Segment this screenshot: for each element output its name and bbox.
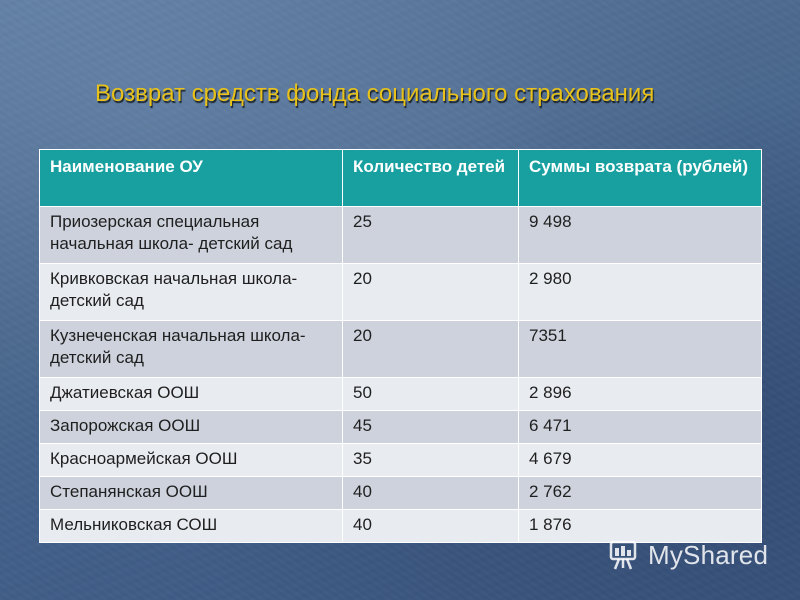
table-row: Степанянская ООШ 40 2 762 (39, 476, 762, 510)
cell-children-count: 45 (342, 410, 519, 444)
cell-children-count: 20 (342, 263, 519, 321)
cell-refund-amount: 2 896 (518, 377, 762, 411)
cell-refund-amount: 1 876 (518, 509, 762, 543)
header-school-name: Наименование ОУ (39, 149, 343, 207)
header-refund-amount: Суммы возврата (рублей) (518, 149, 762, 207)
table-row: Кузнеченская начальная школа- детский са… (39, 320, 762, 378)
cell-school-name: Мельниковская СОШ (39, 509, 343, 543)
table-row: Джатиевская ООШ 50 2 896 (39, 377, 762, 411)
cell-refund-amount: 7351 (518, 320, 762, 378)
table-row: Мельниковская СОШ 40 1 876 (39, 509, 762, 543)
cell-school-name: Кузнеченская начальная школа- детский са… (39, 320, 343, 378)
slide-title: Возврат средств фонда социального страхо… (95, 80, 655, 107)
refund-table: Наименование ОУ Количество детей Суммы в… (39, 149, 762, 543)
presentation-board-icon (609, 540, 637, 570)
cell-refund-amount: 2 980 (518, 263, 762, 321)
table-row: Красноармейская ООШ 35 4 679 (39, 443, 762, 477)
watermark-text: MyShared (648, 539, 769, 570)
table-row: Кривковская начальная школа- детский сад… (39, 263, 762, 321)
cell-refund-amount: 6 471 (518, 410, 762, 444)
cell-children-count: 20 (342, 320, 519, 378)
cell-children-count: 50 (342, 377, 519, 411)
myshared-watermark: MyShared (608, 535, 768, 575)
cell-children-count: 35 (342, 443, 519, 477)
cell-children-count: 40 (342, 509, 519, 543)
cell-school-name: Кривковская начальная школа- детский сад (39, 263, 343, 321)
table-row: Приозерская специальная начальная школа-… (39, 206, 762, 264)
cell-school-name: Джатиевская ООШ (39, 377, 343, 411)
cell-school-name: Приозерская специальная начальная школа-… (39, 206, 343, 264)
cell-refund-amount: 9 498 (518, 206, 762, 264)
cell-school-name: Красноармейская ООШ (39, 443, 343, 477)
table-row: Запорожская ООШ 45 6 471 (39, 410, 762, 444)
cell-children-count: 40 (342, 476, 519, 510)
cell-school-name: Запорожская ООШ (39, 410, 343, 444)
cell-refund-amount: 4 679 (518, 443, 762, 477)
refund-table-container: Наименование ОУ Количество детей Суммы в… (39, 149, 762, 543)
cell-children-count: 25 (342, 206, 519, 264)
header-children-count: Количество детей (342, 149, 519, 207)
table-header-row: Наименование ОУ Количество детей Суммы в… (39, 149, 762, 207)
cell-school-name: Степанянская ООШ (39, 476, 343, 510)
cell-refund-amount: 2 762 (518, 476, 762, 510)
